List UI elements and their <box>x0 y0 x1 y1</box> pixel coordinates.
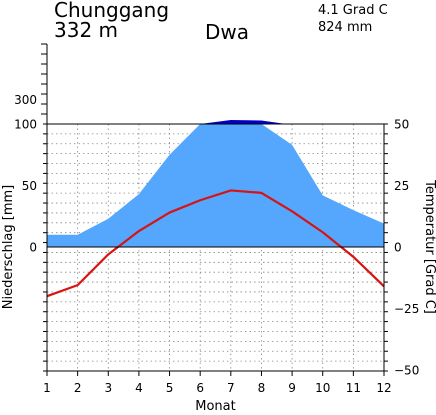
y-axis-label-precipitation: Niederschlag [mm] <box>1 185 16 310</box>
x-axis-label: Monat <box>195 399 235 414</box>
temp-tick-label: 0 <box>394 241 402 255</box>
x-tick-label: 10 <box>315 381 330 395</box>
station-name: Chunggang <box>54 0 170 22</box>
station-elevation: 332 m <box>54 18 119 42</box>
climate-classification: Dwa <box>205 20 250 44</box>
x-tick-label: 6 <box>196 381 204 395</box>
x-tick-label: 9 <box>288 381 296 395</box>
y-axis-label-temperature: Temperatur [Grad C] <box>422 179 436 314</box>
x-tick-label: 1 <box>43 381 51 395</box>
temp-tick-label: 25 <box>394 179 409 193</box>
annual-precipitation: 824 mm <box>318 20 373 35</box>
x-tick-label: 12 <box>376 381 391 395</box>
temperature-line <box>46 189 385 298</box>
x-tick-label: 8 <box>258 381 266 395</box>
precip-tick-label-extended: 300 <box>14 93 37 107</box>
precip-tick-label: 50 <box>22 179 37 193</box>
humid-area-fill <box>199 120 287 124</box>
precip-tick-label: 0 <box>29 241 37 255</box>
plot-frame <box>46 123 385 372</box>
x-tick-label: 4 <box>135 381 143 395</box>
mean-temperature: 4.1 Grad C <box>318 3 388 18</box>
temp-tick-label: −50 <box>394 364 419 378</box>
precip-tick-label: 100 <box>14 118 37 132</box>
x-tick-label: 5 <box>166 381 174 395</box>
temp-tick-label: −25 <box>394 302 419 316</box>
x-tick-label: 11 <box>346 381 361 395</box>
x-tick-label: 2 <box>74 381 82 395</box>
x-tick-label: 7 <box>227 381 235 395</box>
x-tick-label: 3 <box>104 381 112 395</box>
temp-tick-label: 50 <box>394 118 409 132</box>
humid-area <box>199 120 287 124</box>
precipitation-area-fill <box>47 124 384 247</box>
